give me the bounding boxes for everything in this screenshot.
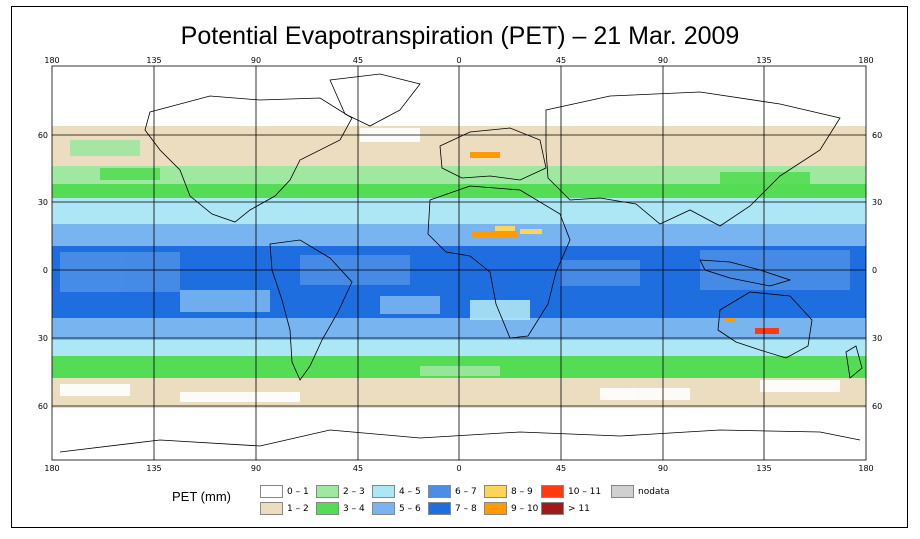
legend-title: PET (mm) <box>172 489 231 504</box>
legend-swatch <box>372 502 395 515</box>
legend-swatch <box>541 502 564 515</box>
legend-item-label: nodata <box>638 487 670 497</box>
legend-item-label: 0 – 1 <box>287 487 309 497</box>
lon-tick: 45 <box>556 464 566 473</box>
legend-item-label: 7 – 8 <box>455 504 477 514</box>
figure-frame <box>11 6 908 528</box>
lon-tick: 90 <box>251 464 261 473</box>
lon-tick: 180 <box>44 56 59 65</box>
legend-item-label: > 11 <box>568 504 590 514</box>
legend-item-label: 10 – 11 <box>568 487 602 497</box>
lon-tick: 180 <box>44 464 59 473</box>
lat-tick: 30 <box>38 334 48 343</box>
legend-item-label: 4 – 5 <box>399 487 421 497</box>
legend-swatch <box>316 485 339 498</box>
coastlines <box>59 73 863 453</box>
lon-tick: 0 <box>456 56 461 65</box>
lon-tick: 90 <box>658 464 668 473</box>
legend-item-label: 6 – 7 <box>455 487 477 497</box>
legend-item-label: 9 – 10 <box>511 504 539 514</box>
legend-swatch <box>484 502 507 515</box>
map-title: Potential Evapotranspiration (PET) – 21 … <box>180 22 740 50</box>
lon-tick: 45 <box>353 56 363 65</box>
lat-tick: 30 <box>38 198 48 207</box>
lon-ticks-bottom: 180 135 90 45 0 45 90 135 180 <box>44 464 873 473</box>
lon-tick: 135 <box>756 464 771 473</box>
legend-swatch <box>428 485 451 498</box>
lat-ticks-right: 60 30 0 30 60 <box>872 131 882 411</box>
lat-tick: 60 <box>38 131 48 140</box>
lat-tick: 30 <box>872 198 882 207</box>
lon-tick: 135 <box>756 56 771 65</box>
legend-item-label: 2 – 3 <box>343 487 365 497</box>
lat-tick: 30 <box>872 334 882 343</box>
field-patches <box>60 128 850 402</box>
lon-tick: 45 <box>556 56 566 65</box>
lon-tick: 180 <box>858 464 873 473</box>
lon-tick: 180 <box>858 56 873 65</box>
lat-tick: 60 <box>872 402 882 411</box>
legend-item-label: 1 – 2 <box>287 504 309 514</box>
lon-tick: 45 <box>353 464 363 473</box>
lon-ticks-top: 180 135 90 45 0 45 90 135 180 <box>44 56 873 65</box>
graticule <box>51 65 867 461</box>
legend-swatch <box>316 502 339 515</box>
legend-swatch <box>372 485 395 498</box>
lat-tick: 0 <box>872 266 877 275</box>
lon-tick: 135 <box>146 56 161 65</box>
lat-tick: 60 <box>38 402 48 411</box>
lat-ticks-left: 60 30 0 30 60 <box>38 131 48 411</box>
legend-item-label: 3 – 4 <box>343 504 365 514</box>
lon-tick: 135 <box>146 464 161 473</box>
lat-tick: 60 <box>872 131 882 140</box>
legend-item-label: 5 – 6 <box>399 504 421 514</box>
lon-tick: 90 <box>251 56 261 65</box>
lon-tick: 0 <box>456 464 461 473</box>
lon-tick: 90 <box>658 56 668 65</box>
legend-item-label: 8 – 9 <box>511 487 533 497</box>
legend-swatch <box>611 485 634 498</box>
legend-swatch <box>260 485 283 498</box>
legend-swatch <box>260 502 283 515</box>
legend-swatch <box>484 485 507 498</box>
legend-swatch <box>541 485 564 498</box>
hot-spots <box>470 152 779 334</box>
legend-swatch <box>428 502 451 515</box>
lat-tick: 0 <box>43 266 48 275</box>
